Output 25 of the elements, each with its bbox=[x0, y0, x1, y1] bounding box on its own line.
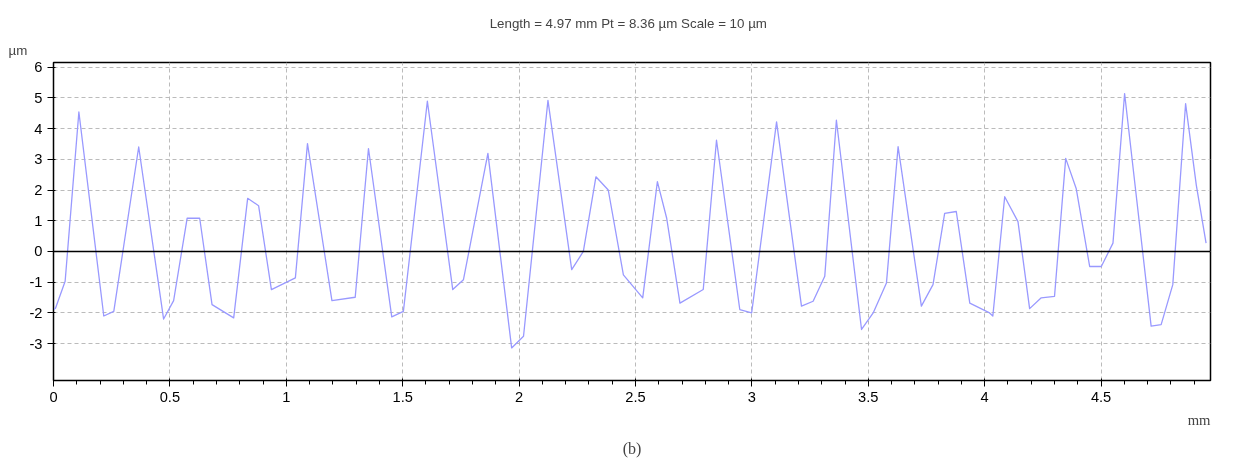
line-series bbox=[53, 92, 1207, 349]
x-tick-label: 3 bbox=[747, 388, 756, 405]
y-tick-label: 3 bbox=[34, 151, 43, 168]
x-tick-label: 2.5 bbox=[625, 388, 646, 405]
x-tick-label: 2 bbox=[515, 388, 524, 405]
y-tick-label: 1 bbox=[34, 212, 43, 229]
y-tick-label: -3 bbox=[29, 335, 43, 352]
y-tick-label: -2 bbox=[29, 304, 43, 321]
y-tick-label: -1 bbox=[29, 274, 43, 291]
chart-title: Length = 4.97 mm Pt = 8.36 µm Scale = 10 µm bbox=[489, 15, 767, 31]
y-tick-label: 5 bbox=[34, 89, 43, 106]
y-tick-label: 6 bbox=[34, 59, 43, 76]
x-tick-label: 0 bbox=[49, 388, 58, 405]
x-tick-label: 1 bbox=[282, 388, 291, 405]
text: (b) bbox=[622, 439, 642, 458]
x-tick-label: 3.5 bbox=[858, 388, 879, 405]
x-tick-label: 4 bbox=[980, 388, 989, 405]
x-tick-label: 0.5 bbox=[159, 388, 181, 405]
y-tick-label: 0 bbox=[34, 243, 43, 260]
y-axis-title: µm bbox=[8, 42, 28, 58]
x-tick-label: 1.5 bbox=[392, 388, 413, 405]
y-tick-label: 4 bbox=[34, 120, 43, 137]
x-tick-label: 4.5 bbox=[1090, 388, 1112, 405]
x-axis-title: mm bbox=[1187, 411, 1212, 428]
y-tick-label: 2 bbox=[34, 182, 43, 199]
